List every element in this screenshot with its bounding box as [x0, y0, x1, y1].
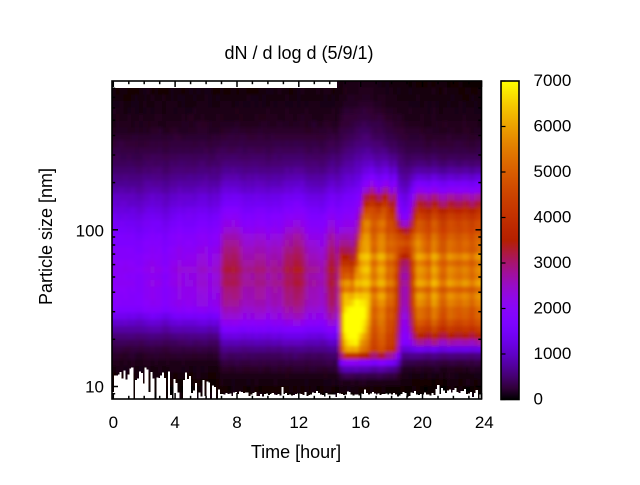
svg-text:4000: 4000: [534, 208, 572, 227]
svg-text:6000: 6000: [534, 117, 572, 136]
svg-text:Time [hour]: Time [hour]: [251, 442, 341, 462]
svg-text:8: 8: [232, 413, 241, 432]
svg-text:3000: 3000: [534, 253, 572, 272]
svg-text:100: 100: [76, 222, 104, 241]
svg-text:1000: 1000: [534, 344, 572, 363]
svg-text:20: 20: [413, 413, 432, 432]
svg-text:7000: 7000: [534, 71, 572, 90]
svg-text:2000: 2000: [534, 299, 572, 318]
svg-text:5000: 5000: [534, 162, 572, 181]
svg-text:16: 16: [351, 413, 370, 432]
svg-text:12: 12: [289, 413, 308, 432]
svg-text:0: 0: [109, 413, 118, 432]
svg-text:24: 24: [475, 413, 494, 432]
svg-text:dN / d log d (5/9/1): dN / d log d (5/9/1): [224, 43, 373, 63]
svg-text:Particle size [nm]: Particle size [nm]: [36, 168, 56, 305]
svg-text:0: 0: [534, 390, 543, 409]
svg-text:4: 4: [170, 413, 179, 432]
svg-text:10: 10: [85, 378, 104, 397]
